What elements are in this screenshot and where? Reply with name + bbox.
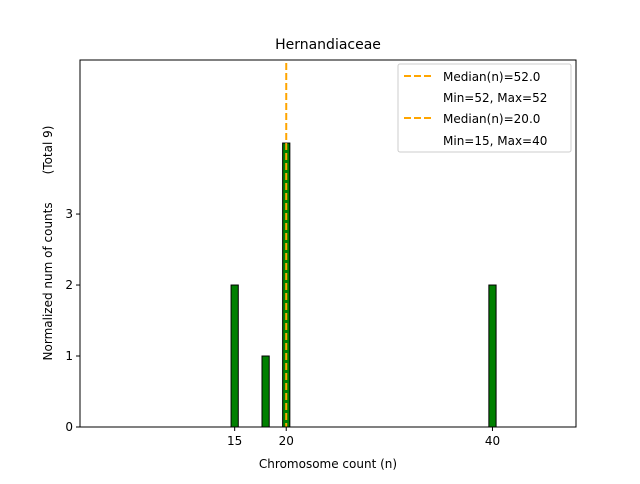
- legend-sub-2: Min=15, Max=40: [443, 134, 547, 148]
- plot-frame: [79, 59, 577, 428]
- legend-box: [397, 63, 572, 153]
- x-tick-label: 40: [485, 434, 500, 448]
- bar-18: [261, 355, 270, 428]
- bar-40: [488, 284, 497, 428]
- y-tick-label: 3: [65, 207, 73, 221]
- legend: Median(n)=52.0 Min=52, Max=52 Median(n)=…: [397, 63, 572, 153]
- legend-sub-1: Min=52, Max=52: [443, 91, 547, 105]
- legend-label-2: Median(n)=20.0: [443, 112, 540, 126]
- legend-label-1: Median(n)=52.0: [443, 70, 540, 84]
- bar-15: [230, 284, 239, 428]
- y-tick-label: 2: [65, 278, 73, 292]
- x-tick-label: 20: [279, 434, 294, 448]
- y-tick-label: 0: [65, 420, 73, 434]
- y-axis-label: Normalized num of counts (Total 9): [41, 126, 55, 361]
- chart-title: Hernandiaceae: [275, 37, 381, 53]
- y-axis-label-main: Normalized num of counts: [41, 202, 55, 360]
- x-tick-label: 15: [227, 434, 242, 448]
- y-axis-label-total: (Total 9): [41, 126, 55, 175]
- y-tick-label: 1: [65, 349, 73, 363]
- x-axis-label: Chromosome count (n): [259, 457, 397, 471]
